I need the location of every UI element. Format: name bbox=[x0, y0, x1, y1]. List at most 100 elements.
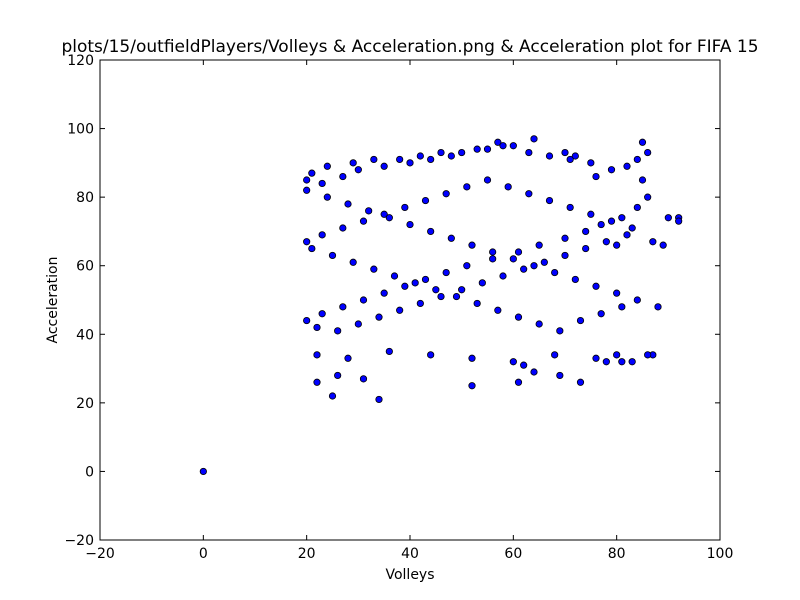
data-point bbox=[535, 320, 543, 328]
data-point bbox=[530, 135, 538, 143]
data-point bbox=[540, 258, 548, 266]
data-point bbox=[607, 217, 616, 225]
data-point bbox=[483, 176, 492, 184]
y-tick-label: 120 bbox=[67, 53, 94, 69]
x-tick-label: 100 bbox=[707, 546, 734, 562]
data-point bbox=[509, 358, 517, 366]
data-point bbox=[514, 248, 523, 256]
x-tick-label: 20 bbox=[298, 546, 316, 562]
data-point bbox=[468, 354, 476, 362]
data-point bbox=[576, 378, 585, 386]
data-point bbox=[411, 279, 419, 287]
data-point bbox=[607, 166, 616, 174]
data-point bbox=[473, 299, 481, 308]
data-point bbox=[323, 193, 331, 201]
data-point bbox=[344, 200, 352, 208]
data-point bbox=[530, 368, 538, 376]
data-point bbox=[421, 196, 430, 205]
data-point bbox=[571, 152, 579, 160]
data-point bbox=[675, 217, 683, 225]
data-point bbox=[525, 190, 533, 198]
data-point bbox=[339, 224, 347, 232]
data-point bbox=[432, 286, 440, 294]
data-point bbox=[303, 316, 311, 325]
data-point bbox=[649, 238, 657, 246]
data-point bbox=[473, 145, 481, 153]
data-point bbox=[339, 172, 347, 181]
data-point bbox=[638, 138, 647, 146]
data-point bbox=[545, 152, 554, 160]
data-point bbox=[380, 210, 388, 218]
data-point bbox=[566, 155, 574, 164]
data-point bbox=[396, 306, 404, 314]
data-point bbox=[406, 159, 414, 167]
data-point bbox=[370, 155, 378, 164]
data-point bbox=[664, 214, 672, 222]
data-point bbox=[437, 148, 445, 157]
data-point bbox=[494, 306, 502, 314]
data-point bbox=[509, 142, 517, 150]
data-point bbox=[504, 183, 512, 191]
data-point bbox=[545, 196, 554, 205]
data-point bbox=[633, 296, 641, 304]
data-point bbox=[463, 262, 471, 270]
data-point bbox=[437, 292, 445, 301]
data-point bbox=[396, 155, 404, 164]
data-point bbox=[499, 272, 507, 280]
data-point bbox=[597, 220, 605, 229]
data-point bbox=[592, 172, 600, 181]
data-point bbox=[478, 279, 486, 287]
data-point bbox=[328, 251, 337, 260]
data-point bbox=[452, 292, 461, 301]
data-point bbox=[354, 166, 362, 174]
data-point bbox=[318, 179, 326, 188]
data-point bbox=[199, 467, 207, 476]
data-point bbox=[514, 313, 523, 321]
data-point bbox=[458, 286, 466, 294]
data-point bbox=[313, 323, 321, 332]
data-point bbox=[659, 241, 667, 249]
data-point bbox=[489, 248, 497, 256]
data-point bbox=[576, 316, 585, 325]
data-point bbox=[385, 347, 393, 356]
data-point bbox=[520, 265, 528, 273]
data-point bbox=[349, 258, 357, 266]
data-point bbox=[365, 207, 373, 215]
plot-frame bbox=[99, 59, 721, 541]
data-point bbox=[385, 214, 393, 222]
data-point bbox=[551, 268, 559, 277]
y-tick-label: 40 bbox=[76, 327, 94, 343]
axis-ticks: −20 0 20 40 60 80 100 −20 0 20 40 60 80 100 120 bbox=[64, 53, 733, 562]
data-point bbox=[633, 203, 641, 212]
data-point bbox=[380, 289, 388, 297]
data-point bbox=[303, 186, 311, 194]
x-tick-label: −20 bbox=[85, 546, 115, 562]
y-tick-label: 100 bbox=[67, 122, 94, 138]
data-point bbox=[551, 351, 559, 359]
x-tick-label: 80 bbox=[608, 546, 626, 562]
y-tick-label: −20 bbox=[64, 533, 94, 549]
data-point bbox=[618, 358, 626, 366]
data-point bbox=[390, 272, 399, 280]
x-tick-label: 60 bbox=[504, 546, 522, 562]
data-point bbox=[618, 214, 626, 222]
data-point bbox=[344, 354, 352, 362]
data-point bbox=[318, 310, 326, 318]
data-point bbox=[509, 255, 517, 263]
data-point bbox=[308, 169, 316, 177]
data-point bbox=[633, 155, 641, 164]
data-point bbox=[613, 351, 621, 359]
x-tick-label: 0 bbox=[199, 546, 208, 562]
data-point bbox=[303, 176, 311, 184]
data-point bbox=[582, 244, 590, 253]
data-point bbox=[489, 255, 497, 263]
data-point bbox=[375, 395, 383, 404]
data-point bbox=[582, 227, 590, 236]
data-point bbox=[556, 327, 564, 335]
data-point bbox=[587, 159, 595, 167]
data-point bbox=[468, 382, 476, 390]
data-point bbox=[618, 303, 626, 311]
y-tick-label: 60 bbox=[76, 259, 94, 275]
data-point bbox=[494, 138, 502, 146]
